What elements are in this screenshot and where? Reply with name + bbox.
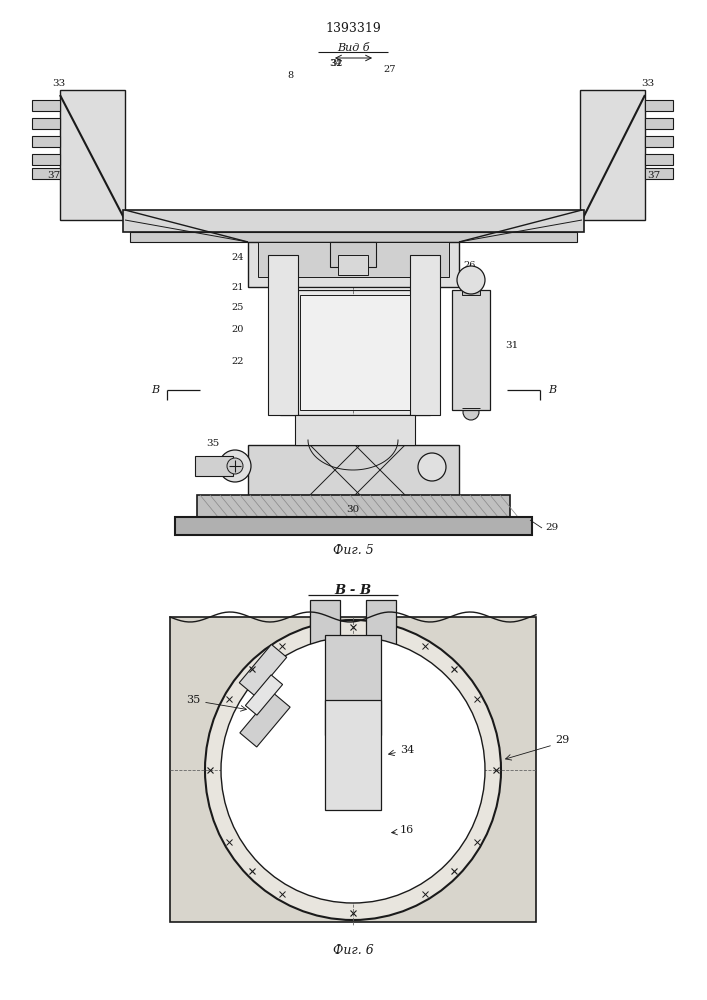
Text: 35: 35 xyxy=(186,695,200,705)
Bar xyxy=(325,635,381,735)
Text: Фиг. 6: Фиг. 6 xyxy=(332,944,373,956)
Ellipse shape xyxy=(221,637,485,903)
Circle shape xyxy=(227,458,243,474)
Text: 35: 35 xyxy=(206,438,220,448)
Text: 34: 34 xyxy=(329,58,341,68)
Text: 24: 24 xyxy=(231,253,244,262)
Text: 26: 26 xyxy=(463,260,475,269)
Bar xyxy=(366,600,396,690)
Circle shape xyxy=(270,359,282,371)
Circle shape xyxy=(270,291,282,303)
Text: 30: 30 xyxy=(346,506,360,514)
Polygon shape xyxy=(239,644,287,696)
Bar xyxy=(310,600,340,690)
Circle shape xyxy=(432,275,442,285)
Text: 8: 8 xyxy=(287,70,293,80)
Text: 33: 33 xyxy=(52,79,65,88)
Bar xyxy=(645,154,673,165)
Bar xyxy=(197,495,510,517)
Bar xyxy=(580,90,645,220)
Bar xyxy=(645,118,673,129)
Bar xyxy=(330,242,376,267)
Bar xyxy=(32,136,60,147)
Text: 16: 16 xyxy=(400,825,414,835)
Text: 37: 37 xyxy=(47,170,60,180)
Bar xyxy=(325,700,381,810)
Polygon shape xyxy=(245,675,283,715)
Text: 29: 29 xyxy=(555,735,569,745)
Bar xyxy=(32,118,60,129)
Bar xyxy=(462,280,480,295)
Bar xyxy=(123,210,584,232)
Text: 1393319: 1393319 xyxy=(325,22,381,35)
Text: В: В xyxy=(151,385,159,395)
Bar xyxy=(410,255,440,415)
Bar xyxy=(130,232,577,242)
Text: В - В: В - В xyxy=(334,584,372,596)
Bar xyxy=(32,168,60,179)
Ellipse shape xyxy=(205,620,501,920)
Bar xyxy=(295,415,415,445)
Circle shape xyxy=(432,255,442,265)
Circle shape xyxy=(418,453,446,481)
Text: Вид б: Вид б xyxy=(337,43,369,53)
Bar xyxy=(175,517,532,535)
Bar xyxy=(645,100,673,111)
Text: 25: 25 xyxy=(232,304,244,312)
Polygon shape xyxy=(240,693,290,747)
Bar xyxy=(338,255,368,275)
Bar xyxy=(300,295,410,410)
Circle shape xyxy=(270,332,282,344)
Text: 37: 37 xyxy=(647,170,660,180)
Bar xyxy=(32,100,60,111)
Text: 27: 27 xyxy=(384,66,396,75)
Bar xyxy=(60,90,125,220)
Text: 22: 22 xyxy=(231,358,244,366)
Circle shape xyxy=(463,404,479,420)
Text: 32: 32 xyxy=(330,58,342,68)
Circle shape xyxy=(457,266,485,294)
Bar xyxy=(258,242,449,277)
Bar xyxy=(195,456,233,476)
Bar xyxy=(170,617,536,922)
Text: В: В xyxy=(548,385,556,395)
Bar xyxy=(248,445,459,495)
Text: 21: 21 xyxy=(231,284,244,292)
Bar xyxy=(280,290,430,415)
Bar xyxy=(248,242,459,287)
Bar xyxy=(32,154,60,165)
Bar xyxy=(268,255,298,415)
Text: 33: 33 xyxy=(642,79,655,88)
Text: 31: 31 xyxy=(505,340,518,350)
Text: Фиг. 5: Фиг. 5 xyxy=(332,544,373,556)
Bar xyxy=(452,290,490,410)
Bar xyxy=(645,168,673,179)
Text: 20: 20 xyxy=(232,326,244,334)
Text: 29: 29 xyxy=(545,524,559,532)
Text: 34: 34 xyxy=(400,745,414,755)
Circle shape xyxy=(270,309,282,321)
Circle shape xyxy=(219,450,251,482)
Bar xyxy=(645,136,673,147)
